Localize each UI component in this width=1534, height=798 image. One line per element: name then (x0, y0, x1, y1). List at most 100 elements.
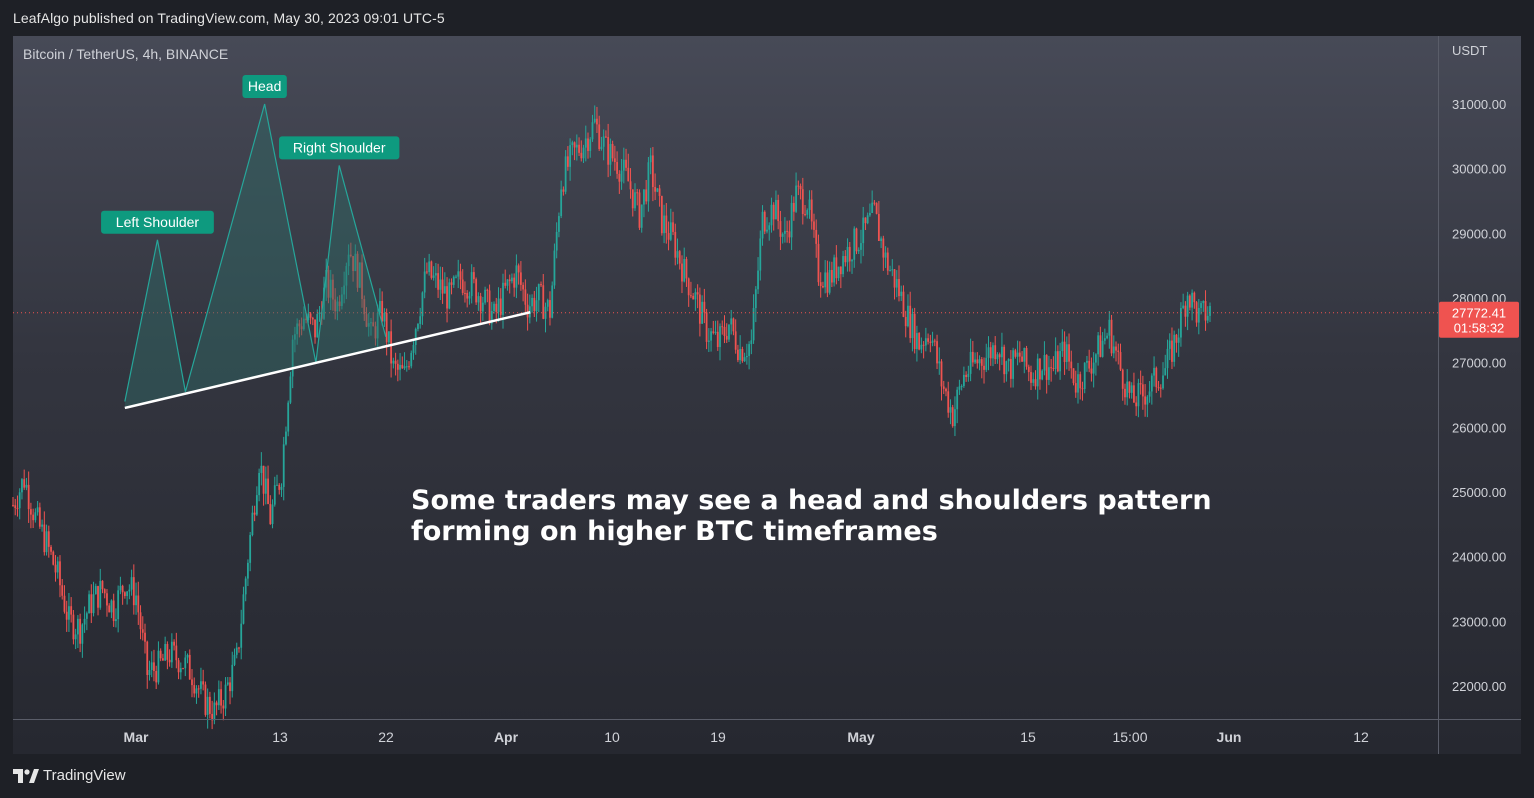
candle-body (971, 351, 974, 363)
candle-body (566, 156, 569, 167)
candle-body (1027, 366, 1030, 373)
candle-body (763, 211, 766, 232)
candle-body (775, 199, 777, 220)
current-price-value: 27772.41 (1452, 306, 1506, 321)
candle-body (1150, 375, 1153, 392)
candle-body (546, 300, 549, 307)
candle-body (128, 589, 131, 592)
head-label: Head (248, 78, 281, 94)
candle-body (871, 202, 874, 213)
candle-body (1128, 381, 1131, 393)
candle-body (985, 357, 988, 370)
candle-body (741, 348, 744, 362)
candle-body (694, 292, 697, 300)
candle-body (1133, 385, 1135, 403)
candle-body (571, 142, 574, 146)
candle-body (282, 444, 285, 487)
candle-body (408, 366, 410, 368)
candle-body (631, 189, 634, 209)
candle-body (249, 535, 252, 563)
candle-body (434, 273, 437, 276)
candle-body (783, 230, 786, 234)
chart-frame[interactable] (13, 36, 1521, 754)
candle-body (900, 291, 903, 297)
candle-body (1188, 295, 1191, 308)
candle-body (484, 289, 486, 303)
candle-body (300, 326, 303, 330)
candle-body (1025, 347, 1028, 367)
candle-body (287, 402, 290, 432)
candle-body (448, 282, 451, 309)
candle-body (170, 641, 173, 663)
candle-body (220, 689, 222, 706)
candle-body (560, 189, 563, 217)
time-tick-label: 22 (378, 729, 394, 745)
candle-body (705, 312, 708, 342)
candle-body (681, 263, 683, 282)
candle-body (179, 668, 182, 673)
candle-body (468, 296, 471, 299)
candle-body (927, 338, 929, 342)
candle-body (204, 684, 207, 715)
candle-body (965, 374, 968, 378)
candle-body (725, 335, 728, 340)
candle-body (1197, 307, 1200, 323)
time-tick-label: Jun (1217, 729, 1242, 745)
candle-body (1074, 383, 1077, 393)
candle-body (719, 326, 721, 348)
price-tick-label: 29000.00 (1452, 226, 1506, 241)
candle-body (495, 303, 498, 312)
candle-body (976, 359, 979, 364)
candle-body (940, 361, 943, 387)
candle-body (954, 409, 956, 427)
candle-body (459, 271, 462, 280)
candle-body (980, 359, 983, 366)
price-tick-label: 22000.00 (1452, 679, 1506, 694)
candle-body (983, 365, 985, 370)
candle-body (1175, 334, 1178, 343)
candle-body (1016, 352, 1019, 357)
candle-body (898, 279, 900, 297)
candle-body (65, 611, 68, 620)
candle-body (182, 668, 184, 670)
candle-body (815, 229, 818, 244)
candle-body (329, 279, 332, 298)
candle-body (1209, 305, 1211, 316)
candle-body (461, 279, 464, 293)
candle-body (907, 305, 909, 327)
candle-body (759, 238, 762, 271)
symbol-title[interactable]: Bitcoin / TetherUS, 4h, BINANCE (23, 46, 229, 62)
candle-body (855, 228, 858, 252)
candle-body (34, 512, 37, 521)
candle-body (1206, 315, 1209, 321)
candle-body (667, 233, 670, 240)
candle-body (692, 295, 695, 300)
candle-body (121, 585, 124, 593)
candle-body (797, 185, 800, 187)
candle-body (267, 478, 269, 504)
tradingview-logo[interactable]: TradingView (13, 767, 126, 784)
candle-body (276, 484, 278, 486)
candle-body (707, 340, 710, 342)
price-tick-label: 23000.00 (1452, 614, 1506, 629)
candle-body (1110, 319, 1113, 354)
candle-body (90, 594, 93, 614)
candle-body (1081, 388, 1084, 390)
candle-body (327, 269, 330, 298)
candle-body (1173, 334, 1176, 362)
candle-body (1153, 367, 1155, 376)
candle-body (540, 284, 542, 286)
candle-body (23, 479, 26, 488)
candle-body (1121, 369, 1124, 389)
candle-body (531, 297, 533, 307)
candle-body (1155, 367, 1158, 388)
candle-body (271, 504, 274, 525)
candle-body (1065, 344, 1068, 362)
candle-body (419, 316, 422, 324)
candle-body (656, 188, 659, 192)
candle-body (1186, 295, 1189, 317)
candle-body (690, 295, 692, 297)
caption-line-2: forming on higher BTC timeframes (411, 516, 938, 547)
candle-body (569, 145, 572, 167)
